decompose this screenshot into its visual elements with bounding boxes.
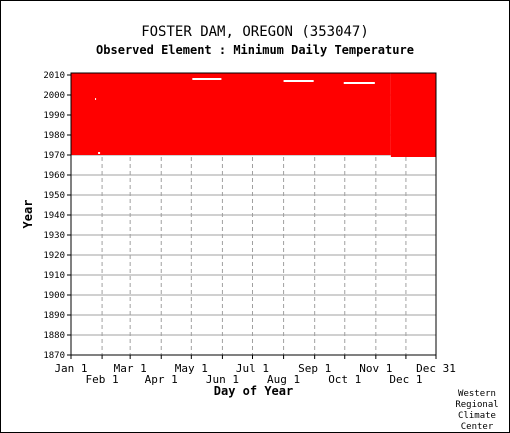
data-block: [71, 73, 391, 155]
plot-border: [70, 72, 437, 356]
y-tick-label: 1930: [43, 231, 65, 241]
x-tick-label: Apr 1: [145, 373, 178, 386]
y-tick-label: 2000: [43, 91, 65, 101]
y-tick-label: 2010: [43, 71, 65, 81]
x-tick-label: Mar 1: [114, 362, 147, 375]
y-tick-label: 1980: [43, 131, 65, 141]
x-tick-label: Jan 1: [54, 362, 87, 375]
x-tick-label: Nov 1: [359, 362, 392, 375]
y-tick-label: 1950: [43, 191, 65, 201]
credit-line: Western: [458, 389, 496, 399]
x-axis-label: Day of Year: [214, 384, 293, 398]
y-axis-label: Year: [21, 200, 35, 229]
y-tick-label: 1880: [43, 331, 65, 341]
x-tick-label: Dec 31: [416, 362, 456, 375]
x-tick-label: Sep 1: [298, 362, 331, 375]
data-block: [390, 73, 436, 157]
y-tick-label: 1970: [43, 151, 65, 161]
y-tick-label: 1900: [43, 291, 65, 301]
credit-line: Climate: [458, 411, 496, 421]
chart-subtitle: Observed Element : Minimum Daily Tempera…: [96, 43, 414, 57]
y-tick-label: 1910: [43, 271, 65, 281]
missing-gap: [343, 82, 375, 84]
x-tick-label: Jul 1: [236, 362, 269, 375]
credit-line: Center: [460, 422, 494, 432]
x-tick-label: Oct 1: [328, 373, 361, 386]
x-tick-label: Jun 1: [206, 373, 239, 386]
missing-gap: [98, 152, 101, 154]
missing-gap: [192, 78, 222, 80]
x-tick-label: Dec 1: [389, 373, 422, 386]
missing-gap: [283, 80, 314, 82]
y-tick-label: 1890: [43, 311, 65, 321]
y-tick-label: 1960: [43, 171, 65, 181]
missing-gap: [95, 98, 97, 100]
credit-block: Western Regional Climate Center: [448, 389, 506, 433]
credit-line: Regional: [455, 400, 499, 410]
x-tick-label: Feb 1: [86, 373, 119, 386]
y-tick-label: 1940: [43, 211, 65, 221]
x-tick-label: Aug 1: [267, 373, 300, 386]
x-tick-label: May 1: [175, 362, 208, 375]
chart-title: FOSTER DAM, OREGON (353047): [141, 24, 369, 40]
y-tick-label: 1870: [43, 351, 65, 361]
y-tick-label: 1920: [43, 251, 65, 261]
y-tick-label: 1990: [43, 111, 65, 121]
